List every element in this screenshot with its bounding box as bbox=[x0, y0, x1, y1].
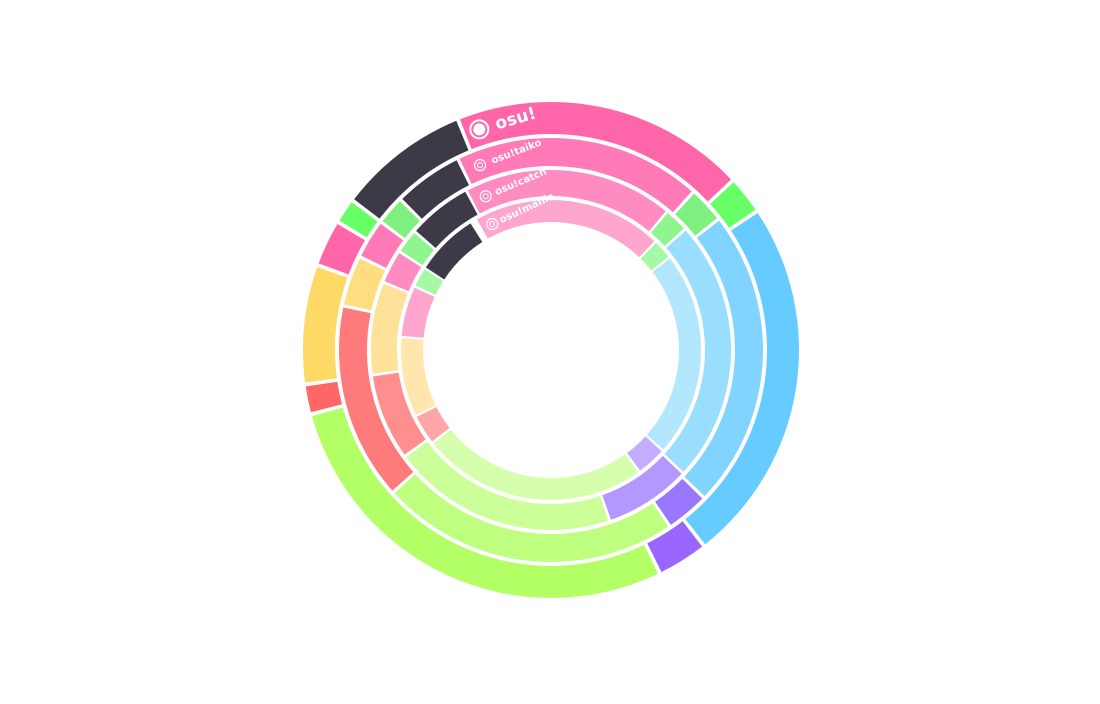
ring-0-segment-3 bbox=[647, 521, 703, 573]
taiko-icon bbox=[473, 159, 487, 172]
ring-1-segment-2 bbox=[684, 220, 763, 497]
ring-3-segment-2 bbox=[646, 258, 701, 450]
ring-2-segment-8 bbox=[400, 232, 434, 266]
ring-2-segment-3 bbox=[602, 455, 682, 520]
ring-3-segment-4 bbox=[433, 429, 639, 500]
catch-icon bbox=[479, 190, 492, 203]
ring-1-segment-5 bbox=[339, 307, 414, 491]
ring-0-segment-0 bbox=[459, 101, 732, 202]
ring-0-segment-9 bbox=[354, 120, 469, 219]
ring-2-segment-5 bbox=[372, 372, 426, 455]
ring-0-segment-6 bbox=[303, 267, 348, 383]
ring-1-segment-6 bbox=[343, 258, 385, 311]
ring-0-segment-4 bbox=[311, 407, 658, 598]
ring-2-segment-2 bbox=[664, 230, 731, 472]
osu-circle-icon bbox=[469, 119, 490, 140]
ring-1-segment-7 bbox=[361, 223, 404, 269]
ring-1 bbox=[339, 138, 763, 562]
ring-1-segment-9 bbox=[402, 160, 470, 219]
ring-group bbox=[303, 101, 799, 598]
ring-2-segment-7 bbox=[384, 253, 422, 292]
ring-3-segment-9 bbox=[425, 223, 483, 280]
ring-3-segment-3 bbox=[627, 436, 662, 471]
ring-2 bbox=[371, 170, 731, 530]
ring-0 bbox=[303, 101, 799, 598]
ring-2-segment-4 bbox=[406, 441, 609, 530]
ring-0-segment-8 bbox=[339, 202, 378, 238]
ring-3-segment-0 bbox=[477, 200, 655, 258]
ring-0-segment-7 bbox=[318, 223, 365, 275]
ring-1-segment-4 bbox=[394, 474, 669, 562]
ring-3-segment-7 bbox=[401, 287, 435, 338]
ring-0-segment-2 bbox=[685, 212, 799, 545]
ring-1-segment-1 bbox=[675, 193, 718, 236]
ring-3-segment-5 bbox=[416, 407, 450, 442]
ring-2-segment-1 bbox=[650, 213, 684, 247]
mania-icon bbox=[486, 217, 499, 231]
ring-0-segment-5 bbox=[305, 381, 342, 413]
ring-3-segment-8 bbox=[415, 269, 444, 295]
ring-0-segment-1 bbox=[710, 182, 756, 228]
ring-1-segment-3 bbox=[655, 478, 703, 525]
ring-2-segment-6 bbox=[371, 283, 408, 374]
ring-3 bbox=[401, 200, 701, 500]
ring-1-segment-0 bbox=[459, 138, 692, 213]
ring-3-segment-1 bbox=[640, 242, 669, 271]
ring-2-segment-9 bbox=[416, 191, 478, 249]
ring-1-segment-8 bbox=[382, 201, 420, 239]
ring-3-segment-6 bbox=[401, 338, 436, 415]
ring-2-segment-0 bbox=[467, 170, 666, 232]
